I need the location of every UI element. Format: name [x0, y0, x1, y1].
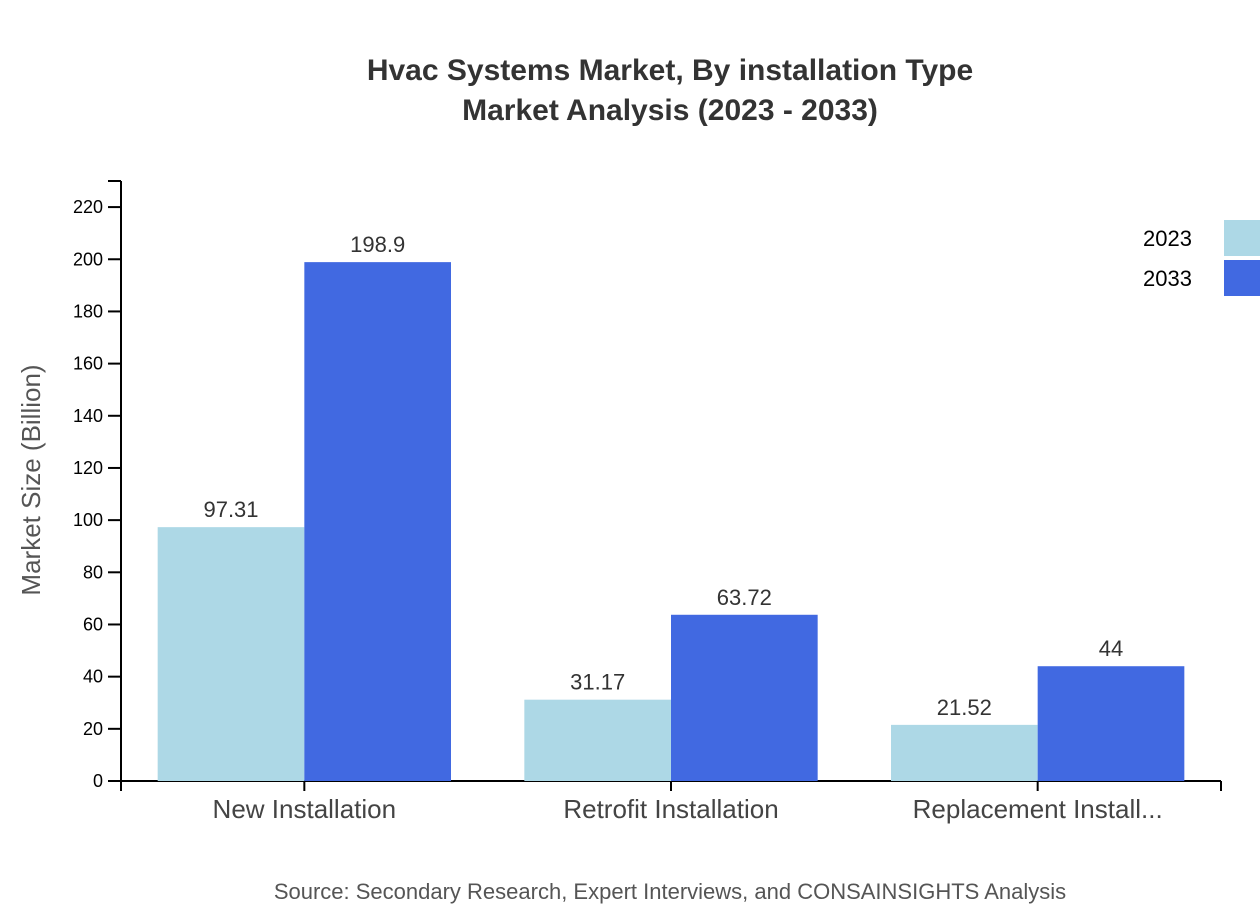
- legend-label: 2033: [1143, 266, 1192, 291]
- bar-value-label: 31.17: [570, 670, 625, 695]
- y-tick-label: 140: [73, 406, 103, 426]
- y-tick-label: 100: [73, 510, 103, 530]
- bar-2033-2: [1037, 666, 1185, 781]
- y-tick-label: 120: [73, 458, 103, 478]
- x-tick-label: Replacement Install...: [913, 794, 1163, 824]
- y-tick-label: 60: [83, 614, 103, 634]
- bar-value-label: 21.52: [937, 695, 992, 720]
- source-note: Source: Secondary Research, Expert Inter…: [274, 879, 1066, 904]
- value-labels-group: 97.31 198.9 31.17 63.72 21.52 44: [203, 232, 1123, 720]
- bar-2033-1: [671, 614, 818, 781]
- bar-value-label: 63.72: [717, 585, 772, 610]
- y-tick-label: 80: [83, 562, 103, 582]
- y-tick-label: 20: [83, 719, 103, 739]
- y-axis-label: Market Size (Billion): [16, 364, 46, 595]
- legend-swatch-2023: [1224, 220, 1260, 256]
- y-axis: 0 20 40 60 80 100 120 140 160 180 200 220: [73, 180, 122, 791]
- chart-title-line-2: Market Analysis (2023 - 2033): [462, 94, 878, 127]
- bar-value-label: 97.31: [203, 497, 258, 522]
- bar-value-label: 44: [1099, 636, 1123, 661]
- bars-group: [157, 262, 1185, 781]
- x-axis: New Installation Retrofit Installation Rep…: [120, 780, 1222, 824]
- legend: 2023 2033: [1143, 220, 1260, 296]
- y-tick-label: 40: [83, 667, 103, 687]
- x-tick-label: New Installation: [213, 794, 397, 824]
- y-tick-label: 160: [73, 354, 103, 374]
- y-tick-label: 220: [73, 197, 103, 217]
- chart-title-line-1: Hvac Systems Market, By installation Typ…: [367, 54, 973, 87]
- y-tick-label: 180: [73, 301, 103, 321]
- x-tick-label: Retrofit Installation: [563, 794, 778, 824]
- legend-label: 2023: [1143, 226, 1192, 251]
- bar-value-label: 198.9: [350, 232, 405, 257]
- legend-swatch-2033: [1224, 260, 1260, 296]
- y-tick-label: 200: [73, 249, 103, 269]
- bar-2033-0: [304, 262, 451, 781]
- y-tick-label: 0: [93, 771, 103, 791]
- bar-2023-0: [157, 527, 305, 781]
- bar-2023-2: [891, 724, 1038, 781]
- bar-2023-1: [524, 699, 671, 781]
